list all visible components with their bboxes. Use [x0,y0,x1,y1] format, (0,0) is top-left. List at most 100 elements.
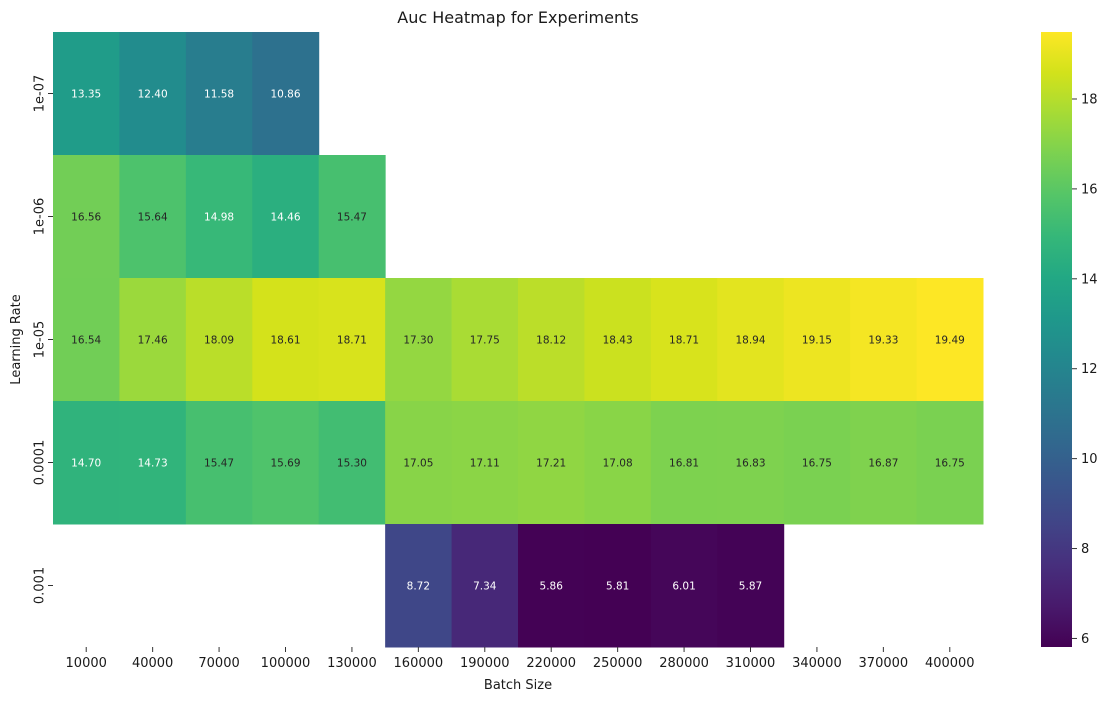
heatmap-cell [451,278,519,402]
cell-value-label: 19.15 [802,335,832,347]
heatmap-cell [53,32,120,156]
y-axis-ticks: 1e-07 1e-06 1e-05 0.0001 0.001 [33,75,53,604]
cell-value-label: 18.71 [669,335,699,347]
cell-value-label: 5.87 [739,581,762,593]
y-tick-label: 0.0001 [33,440,48,486]
x-tick-label: 220000 [526,656,576,671]
cell-value-label: 18.94 [735,335,765,347]
cell-value-label: 16.81 [669,458,699,470]
cell-value-label: 5.81 [606,581,629,593]
cell-value-label: 10.86 [270,89,300,101]
colorbar-tick-label: 18 [1081,92,1098,107]
cell-value-label: 18.61 [270,335,300,347]
heatmap-cell [518,278,585,402]
x-tick-label: 340000 [792,656,842,671]
chart-title: Auc Heatmap for Experiments [397,8,638,27]
cell-value-label: 11.58 [204,89,234,101]
y-tick-label: 1e-06 [33,198,48,236]
heatmap-cell [850,278,918,402]
y-tick-label: 1e-05 [33,321,48,359]
heatmap-cell [385,278,453,402]
heatmap-cell [584,401,652,525]
colorbar [1041,32,1072,647]
heatmap-cell [318,278,386,402]
cell-value-label: 15.64 [138,212,168,224]
y-tick-label: 1e-07 [33,75,48,113]
cell-value-label: 16.56 [71,212,101,224]
heatmap-cell [717,401,785,525]
cell-value-label: 14.46 [270,212,300,224]
heatmap-cell [717,278,785,402]
heatmap-cell [185,401,253,525]
cell-value-label: 13.35 [71,89,101,101]
cell-value-label: 18.71 [337,335,367,347]
heatmap-cell [451,524,519,648]
colorbar-tick-label: 16 [1081,182,1098,197]
heatmap-cell [451,401,519,525]
cell-value-label: 19.33 [868,335,898,347]
cell-value-label: 15.47 [204,458,234,470]
x-tick-label: 10000 [66,656,107,671]
heatmap-cell [119,32,187,156]
cell-value-label: 12.40 [138,89,168,101]
x-tick-label: 370000 [859,656,909,671]
x-axis-label: Batch Size [484,678,552,693]
heatmap-cell [650,278,718,402]
y-axis-label: Learning Rate [9,294,24,384]
heatmap-cell [584,524,652,648]
heatmap-cell [584,278,652,402]
cell-value-label: 17.21 [536,458,566,470]
cell-value-label: 16.83 [735,458,765,470]
heatmap-cell [252,32,320,156]
heatmap-cell [185,278,253,402]
cell-value-label: 16.75 [935,458,965,470]
x-tick-label: 130000 [327,656,377,671]
colorbar-tick-label: 14 [1081,272,1098,287]
cell-value-label: 18.43 [603,335,633,347]
x-tick-label: 310000 [726,656,776,671]
cell-value-label: 14.70 [71,458,101,470]
x-tick-label: 70000 [198,656,239,671]
x-axis-ticks: 10000 40000 70000 100000 130000 160000 190000 2… [66,647,975,671]
heatmap-cell [53,155,120,279]
cell-value-label: 16.75 [802,458,832,470]
x-tick-label: 190000 [460,656,510,671]
cell-value-label: 19.49 [935,335,965,347]
y-tick-label: 0.001 [33,567,48,604]
heatmap-cell [650,524,718,648]
heatmap-cell [119,401,187,525]
heatmap-cell [185,32,253,156]
colorbar-tick-label: 6 [1081,632,1089,647]
heatmap-cells: 13.35 12.40 11.58 10.86 16.56 15.64 14.98 14.46… [53,32,984,648]
cell-value-label: 17.11 [470,458,500,470]
heatmap-cell [518,401,585,525]
heatmap-cell [252,155,320,279]
heatmap-cell [916,401,984,525]
cell-value-label: 15.47 [337,212,367,224]
heatmap-cell [518,524,585,648]
heatmap-cell [318,155,386,279]
cell-value-label: 15.30 [337,458,367,470]
colorbar-tick-label: 12 [1081,362,1098,377]
heatmap-cell [252,401,320,525]
heatmap-cell [385,524,453,648]
cell-value-label: 5.86 [540,581,564,593]
cell-value-label: 16.87 [868,458,898,470]
x-tick-label: 100000 [261,656,311,671]
cell-value-label: 17.46 [138,335,168,347]
heatmap-cell [783,401,851,525]
cell-value-label: 15.69 [270,458,300,470]
heatmap-cell [53,278,120,402]
colorbar-tick-label: 10 [1081,452,1098,467]
cell-value-label: 16.54 [71,335,101,347]
heatmap-cell [850,401,918,525]
cell-value-label: 7.34 [473,581,497,593]
heatmap-cell [385,401,453,525]
cell-value-label: 18.12 [536,335,566,347]
x-tick-label: 250000 [593,656,643,671]
cell-value-label: 14.98 [204,212,234,224]
heatmap-cell [53,401,120,525]
cell-value-label: 18.09 [204,335,234,347]
heatmap-cell [717,524,785,648]
